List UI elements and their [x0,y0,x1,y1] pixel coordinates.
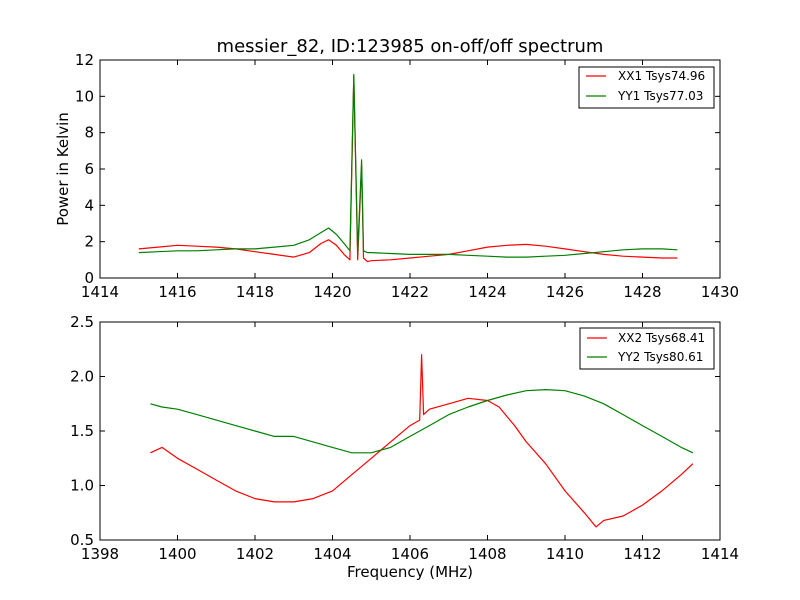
y-tick-label: 4 [84,196,94,214]
legend-box [579,327,715,370]
legend-box [578,66,715,109]
legend-entry: XX2 Tsys68.41 [618,331,705,345]
x-tick-label: 1426 [546,283,584,301]
legend: XX1 Tsys74.96 YY1 Tsys77.03 [578,66,715,109]
y-tick-label: 6 [84,160,94,178]
y-tick-label: 10 [75,87,94,105]
x-tick-label: 1414 [81,283,119,301]
y-tick-label: 1.5 [70,422,94,440]
y-tick-label: 0.5 [70,531,94,549]
series-line-0 [150,354,694,528]
x-tick-label: 1422 [391,283,429,301]
x-tick-label: 1416 [158,283,196,301]
x-tick-label: 1408 [468,545,506,563]
x-tick-label: 1414 [701,545,739,563]
x-tick-label: 1412 [623,545,661,563]
series-line-1 [150,389,694,454]
axis-ticks: 1398 1400 1402 1404 1406 1408 1410 1412 1414 0.5 1… [70,313,739,563]
y-tick-label: 12 [75,51,94,69]
legend-entry: YY2 Tsys80.61 [617,350,703,364]
chart-top: messier_82, ID:123985 on-off/off spectru… [54,36,739,301]
y-tick-label: 0 [84,269,94,287]
x-axis-label: Frequency (MHz) [347,563,473,581]
x-tick-label: 1428 [623,283,661,301]
y-axis-label: Power in Kelvin [54,112,72,226]
y-tick-label: 1.0 [70,477,94,495]
x-tick-label: 1424 [468,283,506,301]
series-line-1 [138,73,678,258]
x-tick-label: 1430 [701,283,739,301]
y-tick-label: 2.0 [70,368,94,386]
legend-entry: YY1 Tsys77.03 [617,89,703,103]
x-tick-label: 1410 [546,545,584,563]
x-tick-label: 1406 [391,545,429,563]
axis-ticks: 1414 1416 1418 1420 1422 1424 1426 1428 1430 0 2 4 6… [75,51,739,301]
chart-bottom: Frequency (MHz) 1398 1400 1402 1404 1406 1408… [70,313,739,581]
x-tick-label: 1400 [158,545,196,563]
legend: XX2 Tsys68.41 YY2 Tsys80.61 [579,327,715,370]
x-tick-label: 1402 [236,545,274,563]
series-lines [150,354,694,528]
x-tick-label: 1420 [313,283,351,301]
x-tick-label: 1418 [236,283,274,301]
y-tick-label: 2.5 [70,313,94,331]
x-tick-label: 1404 [313,545,351,563]
legend-entry: XX1 Tsys74.96 [618,69,705,83]
y-tick-label: 2 [84,233,94,251]
x-tick-label: 1398 [81,545,119,563]
series-line-0 [138,75,678,263]
y-tick-label: 8 [84,124,94,142]
chart-title: messier_82, ID:123985 on-off/off spectru… [217,36,604,57]
series-lines [138,73,678,263]
